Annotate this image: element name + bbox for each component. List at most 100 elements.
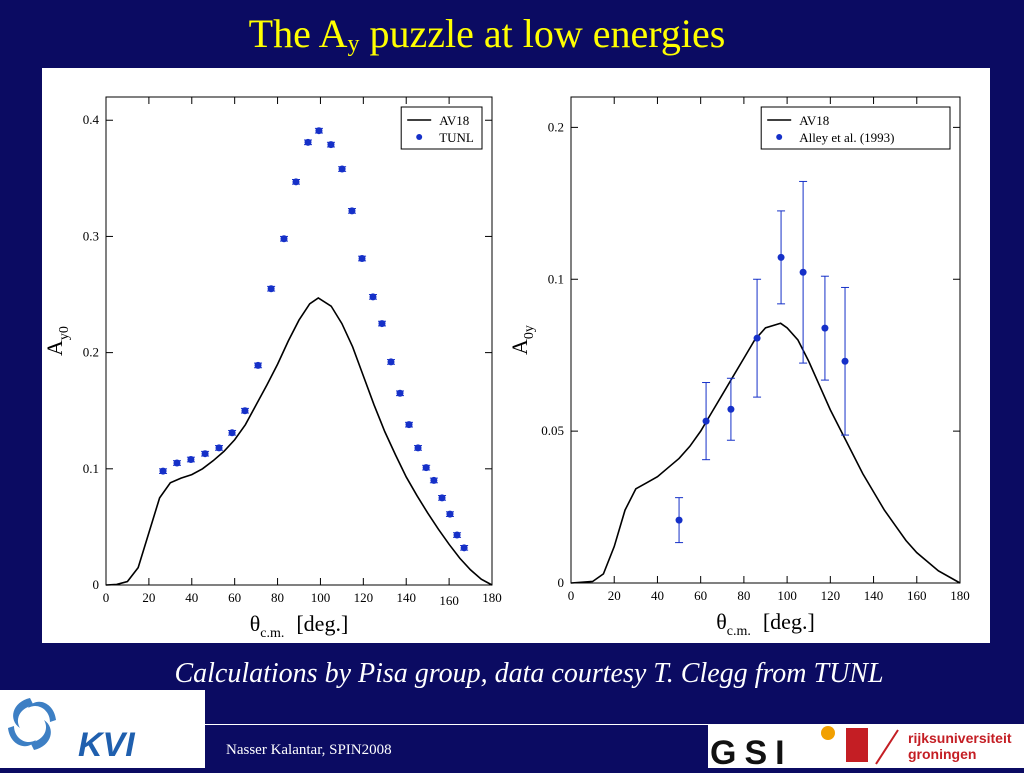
x-tick-label: 120 — [821, 588, 841, 603]
x-label-unit: [deg.] — [763, 609, 815, 634]
y-tick-label: 0.3 — [83, 228, 99, 243]
y-axis-label: Ay0 — [42, 326, 72, 356]
x-tick-label: 120 — [354, 590, 374, 605]
data-point — [430, 476, 438, 484]
title-rest: puzzle at low energies — [359, 11, 726, 56]
chart: 0 20 40 60 80 100 120 140 160 180 0 0.1 0.2 0.3 0.4 θc.… — [42, 96, 502, 641]
rug-line2: groningen — [908, 746, 976, 762]
gsi-dot — [821, 726, 835, 740]
x-label-sub: c.m. — [260, 626, 284, 641]
data-point — [315, 127, 323, 135]
y-axis-label: A0y — [507, 325, 537, 355]
y-tick-label: 0 — [558, 575, 565, 590]
x-tick-label: 60 — [694, 588, 707, 603]
data-point — [446, 510, 454, 518]
x-label-unit: [deg.] — [296, 611, 348, 636]
x-label-sub: c.m. — [727, 624, 751, 639]
x-tick-label: 40 — [651, 588, 664, 603]
kvi-logo-graphic: KVI — [8, 698, 136, 764]
data-point — [280, 235, 288, 243]
x-tick-label: 180 — [482, 590, 502, 605]
legend-marker — [416, 134, 423, 140]
x-tick-label: 160 — [439, 593, 459, 608]
legend-label: Alley et al. (1993) — [799, 130, 894, 145]
data-point — [304, 138, 312, 146]
y-tick-label: 0.05 — [541, 423, 564, 438]
x-tick-label: 100 — [311, 590, 331, 605]
x-tick-label: 0 — [103, 590, 110, 605]
x-tick-label: 60 — [228, 590, 241, 605]
data-point — [254, 361, 262, 369]
x-axis-label: θc.m. [deg.] — [250, 611, 349, 641]
data-point — [358, 255, 366, 263]
swirl — [8, 698, 56, 750]
x-tick-label: 20 — [142, 590, 155, 605]
x-tick-label: 100 — [777, 588, 797, 603]
data-point — [405, 421, 413, 429]
data-point — [201, 450, 209, 458]
data-point — [292, 178, 300, 186]
x-tick-label: 80 — [737, 588, 750, 603]
crest — [846, 728, 868, 762]
data-point — [799, 268, 807, 276]
legend-marker — [776, 134, 783, 140]
x-tick-label: 160 — [907, 588, 927, 603]
data-point — [387, 358, 395, 366]
caption: Calculations by Pisa group, data courtes… — [174, 658, 884, 689]
y-label-sub: 0y — [522, 325, 537, 339]
data-point — [727, 405, 735, 413]
curve — [570, 322, 961, 584]
y-tick-label: 0.1 — [548, 271, 564, 286]
data-point — [453, 531, 461, 539]
data-point — [702, 417, 710, 425]
y-tick-label: 0 — [93, 577, 100, 592]
legend-label: TUNL — [439, 130, 474, 145]
data-point — [414, 444, 422, 452]
y-label-main: A — [42, 340, 67, 356]
x-axis-label: θc.m. [deg.] — [716, 609, 815, 639]
y-tick-label: 0.2 — [83, 345, 99, 360]
footer: Nasser Kalantar, SPIN2008 — [226, 742, 392, 758]
gsi-text: GSI — [710, 734, 793, 768]
data-point — [241, 407, 249, 415]
plot-frame — [105, 96, 493, 586]
data-point — [378, 320, 386, 328]
y-tick-label: 0.2 — [548, 119, 564, 134]
y-tick-label: 0.4 — [83, 112, 100, 127]
x-tick-label: 180 — [950, 588, 970, 603]
data-point — [228, 429, 236, 437]
data-point — [422, 464, 430, 472]
legend-label: AV18 — [439, 113, 469, 128]
partner-logos-graphic: GSI rijksuniversiteit groningen — [710, 726, 1012, 772]
y-label-sub: y0 — [57, 326, 72, 340]
legend-box — [400, 106, 483, 150]
charts: 0 20 40 60 80 100 120 140 160 18000.10.20.30.4θc.… — [42, 96, 970, 641]
legend-box — [760, 106, 951, 150]
legend-label: AV18 — [799, 113, 829, 128]
data-point — [173, 459, 181, 467]
data-point — [327, 141, 335, 149]
x-tick-label: 0 — [568, 588, 575, 603]
partner-logos: GSI rijksuniversiteit groningen — [708, 724, 1024, 772]
data-point — [753, 334, 761, 342]
kvi-text: KVI — [78, 726, 136, 764]
data-point — [215, 444, 223, 452]
data-point — [348, 207, 356, 215]
data-point — [369, 293, 377, 301]
slide-title: The Ay puzzle at low energies — [0, 10, 974, 68]
data-point — [777, 253, 785, 261]
x-tick-label: 80 — [271, 590, 284, 605]
y-tick-label: 0.1 — [83, 461, 99, 476]
data-point — [460, 544, 468, 552]
y-label-main: A — [507, 339, 532, 355]
rug-line1: rijksuniversiteit — [908, 730, 1012, 746]
chart: 0 20 40 60 80 100 120 140 160 180 0 0.05 0.1 0.2 θc.m.… — [507, 96, 970, 639]
plot-frame — [570, 96, 961, 584]
x-tick-label: 140 — [396, 590, 416, 605]
slash — [875, 729, 899, 765]
data-point — [267, 285, 275, 293]
chart-panel: 0 20 40 60 80 100 120 140 160 180 0 0.1 0.2 0.3 0.4 θc.… — [42, 68, 990, 643]
x-tick-label: 20 — [608, 588, 621, 603]
data-point — [675, 516, 683, 524]
